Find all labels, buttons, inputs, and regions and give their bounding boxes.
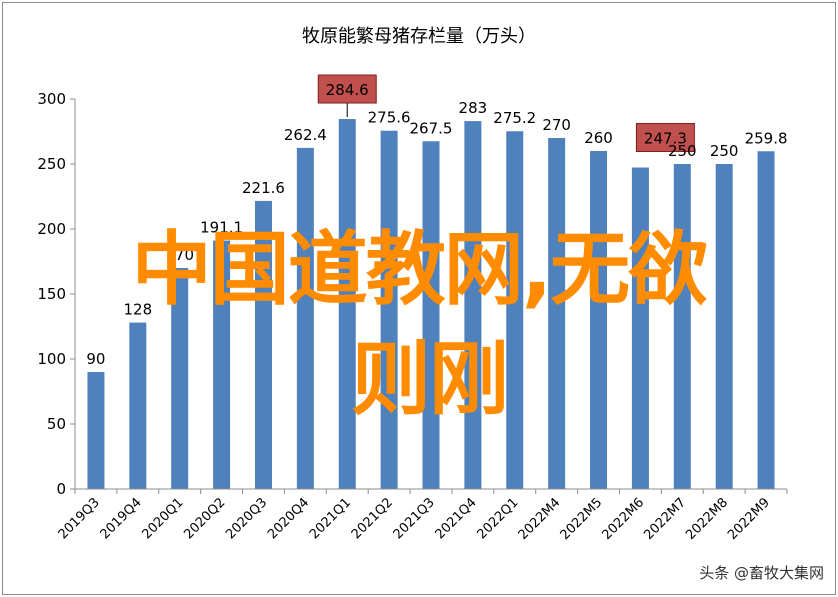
bar bbox=[506, 131, 524, 490]
data-label: 247.3 bbox=[644, 130, 687, 148]
y-tick-label: 300 bbox=[37, 90, 66, 108]
y-tick-label: 150 bbox=[37, 285, 66, 303]
data-label: 283 bbox=[459, 99, 488, 117]
bar bbox=[380, 130, 398, 489]
data-label: 275.2 bbox=[493, 109, 536, 127]
x-tick-label: 2022M9 bbox=[725, 495, 773, 543]
x-tick-label: 2022M7 bbox=[641, 495, 689, 543]
bar bbox=[213, 240, 231, 489]
bar bbox=[171, 268, 189, 489]
bar bbox=[548, 138, 566, 489]
bar bbox=[631, 167, 649, 489]
bar bbox=[464, 121, 482, 489]
x-tick-label: 2020Q4 bbox=[265, 495, 312, 542]
x-tick-label: 2021Q4 bbox=[433, 495, 480, 542]
x-tick-label: 2022M6 bbox=[599, 495, 647, 543]
bar bbox=[296, 147, 314, 489]
bar bbox=[590, 151, 608, 489]
x-tick-label: 2020Q1 bbox=[139, 495, 186, 542]
x-tick-label: 2022M4 bbox=[516, 495, 564, 543]
y-tick-label: 50 bbox=[47, 415, 66, 433]
bar bbox=[673, 164, 691, 489]
x-tick-label: 2022M8 bbox=[683, 495, 731, 543]
highlight-label-box bbox=[317, 74, 377, 104]
bar bbox=[715, 164, 733, 489]
x-tick-label: 2019Q3 bbox=[56, 495, 103, 542]
data-label: 128 bbox=[124, 301, 153, 319]
y-tick-label: 0 bbox=[56, 480, 66, 498]
data-label: 260 bbox=[584, 129, 613, 147]
y-axis: 0 50 100 150 200 250 300 bbox=[37, 90, 76, 498]
data-label: 221.6 bbox=[242, 179, 285, 197]
x-axis: 2019Q32019Q42020Q12020Q22020Q32020Q42021… bbox=[56, 488, 788, 543]
bar bbox=[422, 141, 440, 489]
data-label: 250 bbox=[668, 142, 697, 160]
bars bbox=[87, 119, 775, 490]
data-label: 267.5 bbox=[410, 119, 453, 137]
highlight-label-box bbox=[635, 123, 695, 153]
x-tick-label: 2020Q2 bbox=[181, 495, 228, 542]
data-label: 259.8 bbox=[745, 129, 788, 147]
x-tick-label: 2021Q2 bbox=[349, 495, 396, 542]
data-label: 250 bbox=[710, 142, 739, 160]
chart-title: 牧原能繁母猪存栏量（万头） bbox=[302, 26, 536, 47]
bar bbox=[87, 372, 105, 489]
data-label: 284.6 bbox=[326, 81, 369, 99]
y-tick-label: 250 bbox=[37, 155, 66, 173]
data-label: 170 bbox=[165, 246, 194, 264]
y-tick-label: 100 bbox=[37, 350, 66, 368]
data-label: 90 bbox=[86, 350, 105, 368]
bar bbox=[338, 119, 356, 490]
y-tick-label: 200 bbox=[37, 220, 66, 238]
data-label: 262.4 bbox=[284, 126, 327, 144]
data-label: 191.1 bbox=[200, 219, 243, 237]
x-tick-label: 2021Q1 bbox=[307, 495, 354, 542]
x-tick-label: 2020Q3 bbox=[223, 495, 270, 542]
x-tick-label: 2022M5 bbox=[558, 495, 606, 543]
data-label: 275.6 bbox=[368, 109, 411, 127]
bar bbox=[254, 200, 272, 490]
source-watermark: 头条 @畜牧大集网 bbox=[699, 564, 824, 582]
bar bbox=[757, 151, 775, 489]
bar bbox=[129, 322, 147, 489]
x-tick-label: 2021Q3 bbox=[391, 495, 438, 542]
x-tick-label: 2019Q4 bbox=[98, 495, 145, 542]
x-tick-label: 2022Q1 bbox=[475, 495, 522, 542]
data-label: 270 bbox=[542, 116, 571, 134]
